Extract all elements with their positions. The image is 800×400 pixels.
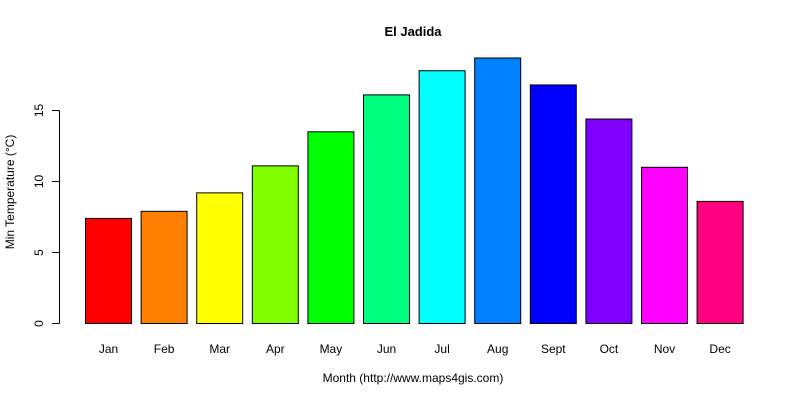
bar-sept	[529, 84, 577, 324]
bars	[85, 57, 744, 325]
x-tick-label: Sept	[541, 342, 566, 356]
bar-nov	[641, 166, 688, 324]
bar-jun	[363, 94, 410, 324]
y-tick-label: 15	[32, 104, 46, 118]
x-tick-label: Jul	[434, 342, 449, 356]
x-tick-label: Mar	[209, 342, 230, 356]
x-tick-label: May	[320, 342, 343, 356]
x-axis-title: Month (http://www.maps4gis.com)	[323, 371, 504, 385]
y-tick-label: 0	[32, 320, 46, 327]
bar-aug	[474, 57, 522, 325]
bar-jul	[418, 70, 466, 324]
x-tick-label: Feb	[154, 342, 175, 356]
x-tick-label: Oct	[600, 342, 619, 356]
y-tick-label: 10	[32, 175, 46, 189]
y-axis: 0 5 10 15	[32, 104, 60, 327]
bar-mar	[196, 192, 244, 324]
x-tick-label: Jun	[377, 342, 396, 356]
x-axis-labels: Jan Feb Mar Apr May Jun Jul Aug Sept Oct Nov Dec	[99, 342, 731, 356]
bar-dec	[696, 200, 744, 325]
x-tick-label: Nov	[654, 342, 675, 356]
y-axis-title: Min Temperature (°C)	[3, 135, 17, 250]
bar-feb	[140, 210, 188, 325]
x-tick-label: Apr	[266, 342, 285, 356]
x-tick-label: Aug	[487, 342, 508, 356]
bar-oct	[585, 118, 633, 324]
bar-jan	[85, 217, 132, 324]
bar-may	[307, 131, 355, 324]
x-tick-label: Jan	[99, 342, 118, 356]
x-tick-label: Dec	[709, 342, 730, 356]
chart-title: El Jadida	[384, 24, 442, 39]
y-tick-label: 5	[32, 249, 46, 256]
bar-apr	[251, 165, 299, 324]
